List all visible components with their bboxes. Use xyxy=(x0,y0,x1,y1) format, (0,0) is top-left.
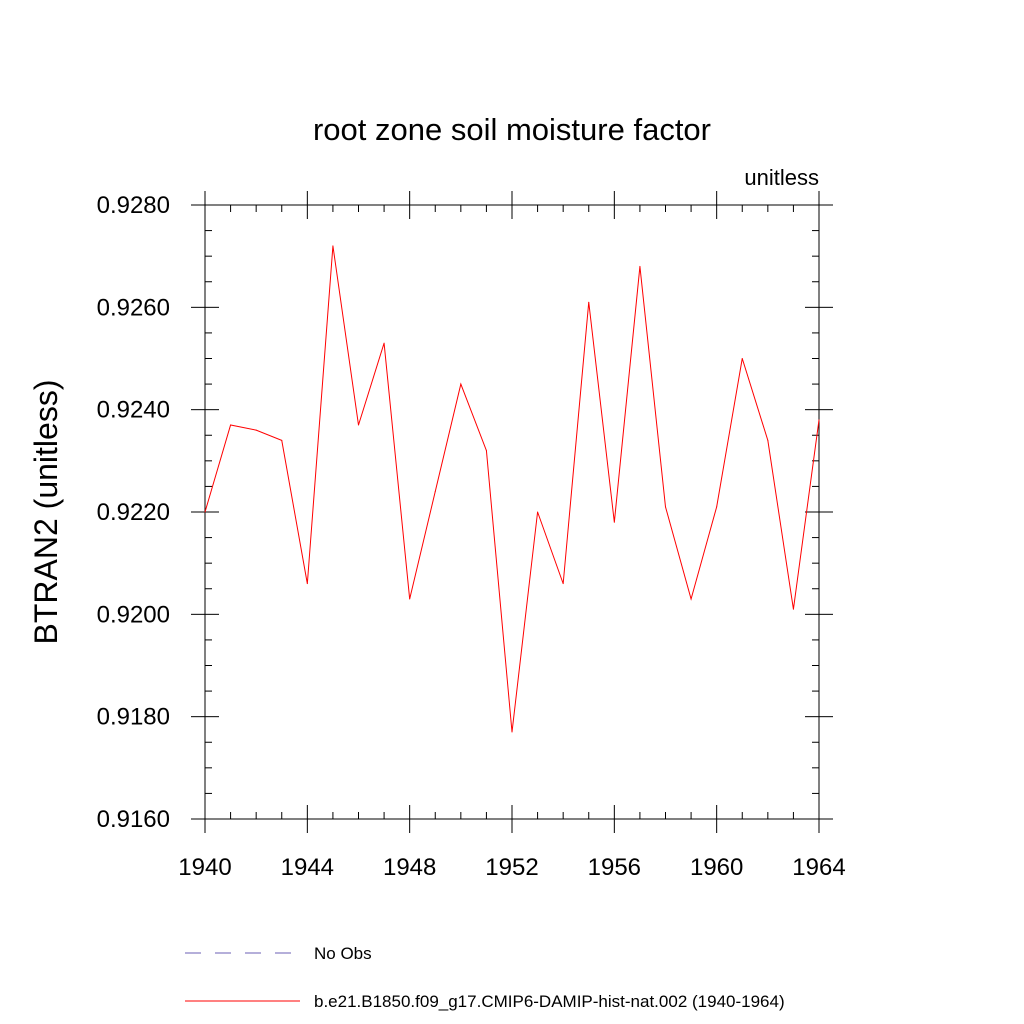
y-tick-label: 0.9180 xyxy=(97,704,170,731)
y-tick-label: 0.9220 xyxy=(97,499,170,526)
data-point xyxy=(562,583,564,585)
data-point xyxy=(383,342,385,344)
data-point xyxy=(767,439,769,441)
data-point xyxy=(281,439,283,441)
y-tick-label: 0.9280 xyxy=(97,192,170,219)
chart-title: root zone soil moisture factor xyxy=(313,112,711,147)
legend: No Obs b.e21.B1850.f09_g17.CMIP6-DAMIP-hi… xyxy=(185,944,785,1011)
data-point xyxy=(511,731,513,733)
x-tick-label: 1956 xyxy=(588,854,641,881)
data-point xyxy=(358,424,359,426)
data-point xyxy=(255,429,257,431)
data-point xyxy=(230,424,232,426)
data-point xyxy=(588,301,590,303)
data-point xyxy=(434,491,436,493)
x-tick-label: 1960 xyxy=(690,854,743,881)
y-tick-label: 0.9200 xyxy=(97,601,170,628)
axis-ticks xyxy=(191,191,833,833)
x-tick-label: 1952 xyxy=(485,854,538,881)
data-point xyxy=(537,511,539,513)
data-point xyxy=(460,383,462,385)
x-tick-label: 1940 xyxy=(178,854,231,881)
data-point xyxy=(332,245,334,247)
series-lines xyxy=(204,245,820,733)
data-point xyxy=(818,419,820,421)
legend-label: No Obs xyxy=(314,944,372,963)
data-point xyxy=(792,608,794,610)
x-tick-label: 1948 xyxy=(383,854,436,881)
x-tick-label: 1964 xyxy=(792,854,845,881)
data-point xyxy=(613,521,615,523)
data-point xyxy=(485,450,487,452)
tick-labels: 1940 1944 1948 1952 1956 1960 1964 0.9160 0.9180… xyxy=(97,192,846,881)
y-tick-label: 0.9260 xyxy=(97,294,170,321)
y-axis-label: BTRAN2 (unitless) xyxy=(28,380,64,645)
units-label: unitless xyxy=(744,165,819,190)
data-point xyxy=(409,598,411,600)
data-point xyxy=(690,598,692,600)
legend-label: b.e21.B1850.f09_g17.CMIP6-DAMIP-hist-nat… xyxy=(314,992,785,1011)
data-point xyxy=(204,511,206,513)
y-tick-label: 0.9160 xyxy=(97,806,170,833)
x-tick-label: 1944 xyxy=(281,854,334,881)
data-point xyxy=(665,506,666,508)
data-point xyxy=(716,506,718,508)
data-point xyxy=(741,358,743,359)
data-point xyxy=(639,265,641,267)
series-line xyxy=(204,245,820,733)
data-point xyxy=(306,583,308,585)
y-tick-label: 0.9240 xyxy=(97,397,170,424)
